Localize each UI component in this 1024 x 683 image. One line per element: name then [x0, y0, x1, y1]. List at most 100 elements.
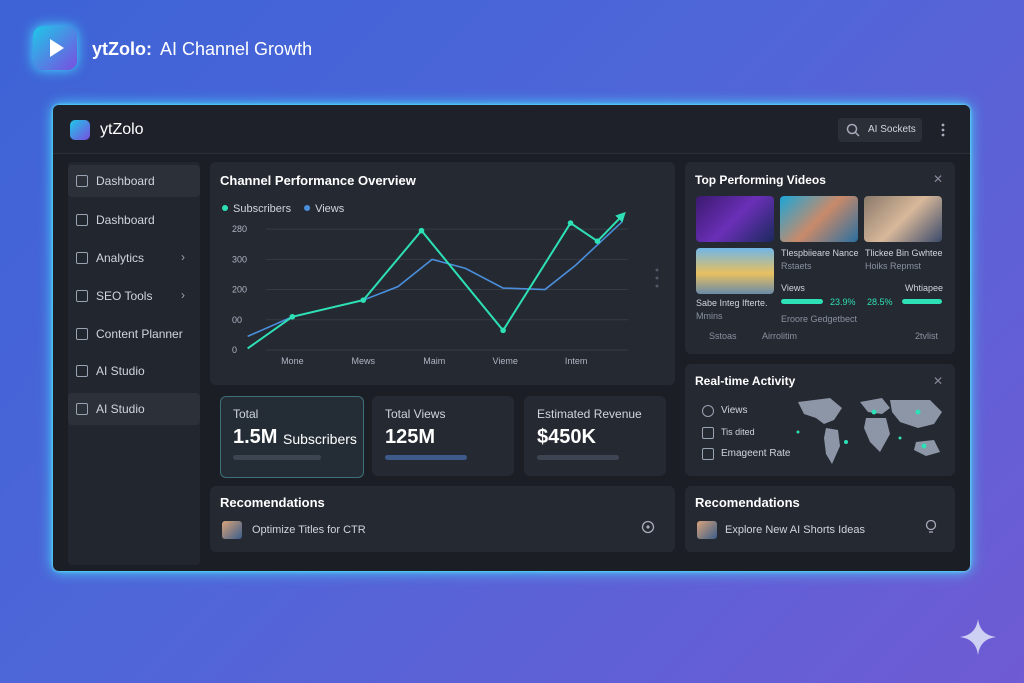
- x-tick-label: Mews: [352, 356, 376, 366]
- metric-label: Whtiapee: [905, 283, 944, 293]
- footer-item: 2tvlist: [915, 331, 939, 341]
- chart-panel: [210, 162, 675, 385]
- progress-bar: [781, 299, 823, 304]
- close-button[interactable]: ✕: [933, 172, 944, 186]
- data-point: [594, 238, 601, 244]
- nav-label: Analytics: [96, 251, 145, 265]
- y-tick-label: 300: [232, 254, 247, 264]
- nav-chevron: ›: [181, 250, 185, 264]
- video-thumbnail: [780, 196, 858, 242]
- header-title: AI Channel Growth: [160, 39, 313, 59]
- stat-bar: [233, 455, 321, 460]
- nav-label: AI Studio: [96, 402, 145, 416]
- data-point: [360, 297, 367, 303]
- y-tick-label: 0: [232, 345, 237, 355]
- more-button[interactable]: [940, 122, 946, 138]
- nav-icon: [76, 175, 88, 187]
- x-tick-label: Intem: [565, 356, 588, 366]
- stat-value: 125M: [385, 426, 436, 448]
- item-icon: [702, 448, 714, 460]
- search-text: AI Sockets: [868, 124, 916, 135]
- nav-icon: [76, 365, 88, 377]
- video-sub: Rstaets: [781, 261, 812, 271]
- y-tick-label: 280: [232, 224, 247, 234]
- stat-label: Total Views: [385, 407, 446, 421]
- y-tick-label: 00: [232, 315, 242, 325]
- target-icon[interactable]: [641, 520, 655, 534]
- scroll-handle: [655, 268, 659, 288]
- nav-icon: [76, 214, 88, 226]
- data-point: [567, 220, 574, 226]
- world-map: [796, 398, 942, 464]
- nav-chevron: ›: [181, 288, 185, 302]
- header-brand: ytZolo:: [92, 39, 152, 59]
- legend-label: Views: [315, 203, 345, 215]
- x-tick-label: Mone: [281, 356, 304, 366]
- nav-item[interactable]: [68, 393, 200, 425]
- recommendations-panel: [210, 486, 675, 552]
- logo: [33, 26, 77, 70]
- nav-icon: [76, 290, 88, 302]
- percent: 28.5%: [867, 297, 893, 307]
- nav-label: Dashboard: [96, 174, 155, 188]
- data-point: [418, 227, 425, 234]
- nav-item[interactable]: [68, 165, 200, 197]
- idea-icon[interactable]: [923, 518, 939, 536]
- realtime-item: Emageent Rate: [721, 448, 791, 459]
- metric-label: Views: [781, 283, 805, 293]
- video-sub: Mmins: [696, 311, 723, 321]
- item-icon: [702, 427, 714, 439]
- y-tick-label: 200: [232, 285, 247, 295]
- close-button[interactable]: ✕: [933, 374, 944, 388]
- stat-unit: Subscribers: [283, 431, 357, 447]
- nav-label: SEO Tools: [96, 289, 153, 303]
- video-thumbnail: [696, 248, 774, 294]
- video-note: Eroore Gedgetbect: [781, 314, 858, 324]
- chart-title: Channel Performance Overview: [220, 173, 416, 188]
- video-title: Sabe Integ Ifterte.: [696, 298, 768, 308]
- progress-bar: [902, 299, 942, 304]
- stat-card: [372, 396, 514, 476]
- avatar: [222, 521, 242, 539]
- stat-card: [220, 396, 364, 478]
- sparkle: [960, 619, 996, 655]
- app-logo: [70, 120, 90, 140]
- search-box[interactable]: [838, 118, 922, 142]
- series-line: [247, 211, 626, 350]
- nav-label: Content Planner: [96, 327, 183, 341]
- nav-icon: [76, 252, 88, 264]
- stat-bar: [537, 455, 619, 460]
- recommendation-item[interactable]: Optimize Titles for CTR: [252, 524, 366, 536]
- nav-icon: [76, 328, 88, 340]
- search-icon: [846, 123, 860, 137]
- legend-swatch: [304, 205, 311, 211]
- nav-label: Dashboard: [96, 213, 155, 227]
- nav-label: AI Studio: [96, 364, 145, 378]
- legend-swatch: [222, 205, 228, 211]
- video-sub: Hoiks Repmst: [865, 261, 922, 271]
- realtime-item: Views: [721, 405, 748, 416]
- recommendation-item[interactable]: Explore New AI Shorts Ideas: [725, 524, 866, 536]
- video-thumbnail: [696, 196, 774, 242]
- panel-title: Real-time Activity: [695, 374, 796, 388]
- app-brand: ytZolo: [100, 121, 144, 138]
- nav-icon: [76, 403, 88, 415]
- stat-value: 1.5M: [233, 426, 278, 448]
- footer-item: Airrolitim: [762, 331, 797, 341]
- percent: 23.9%: [830, 297, 856, 307]
- logo-icon: [50, 39, 64, 57]
- footer-item: Sstoas: [709, 331, 737, 341]
- stat-value: $450K: [537, 426, 596, 448]
- video-thumbnail: [864, 196, 942, 242]
- app-header: [53, 105, 970, 154]
- video-title: Tlickee Bin Gwhtee: [865, 248, 943, 258]
- x-tick-label: Vieme: [493, 356, 518, 366]
- series-line: [247, 220, 623, 338]
- avatar: [697, 521, 717, 539]
- panel-title: Top Performing Videos: [695, 173, 826, 187]
- video-title: Tlespbiieare Nance: [781, 248, 859, 258]
- stat-label: Estimated Revenue: [537, 407, 642, 421]
- panel-title: Recomendations: [220, 495, 325, 510]
